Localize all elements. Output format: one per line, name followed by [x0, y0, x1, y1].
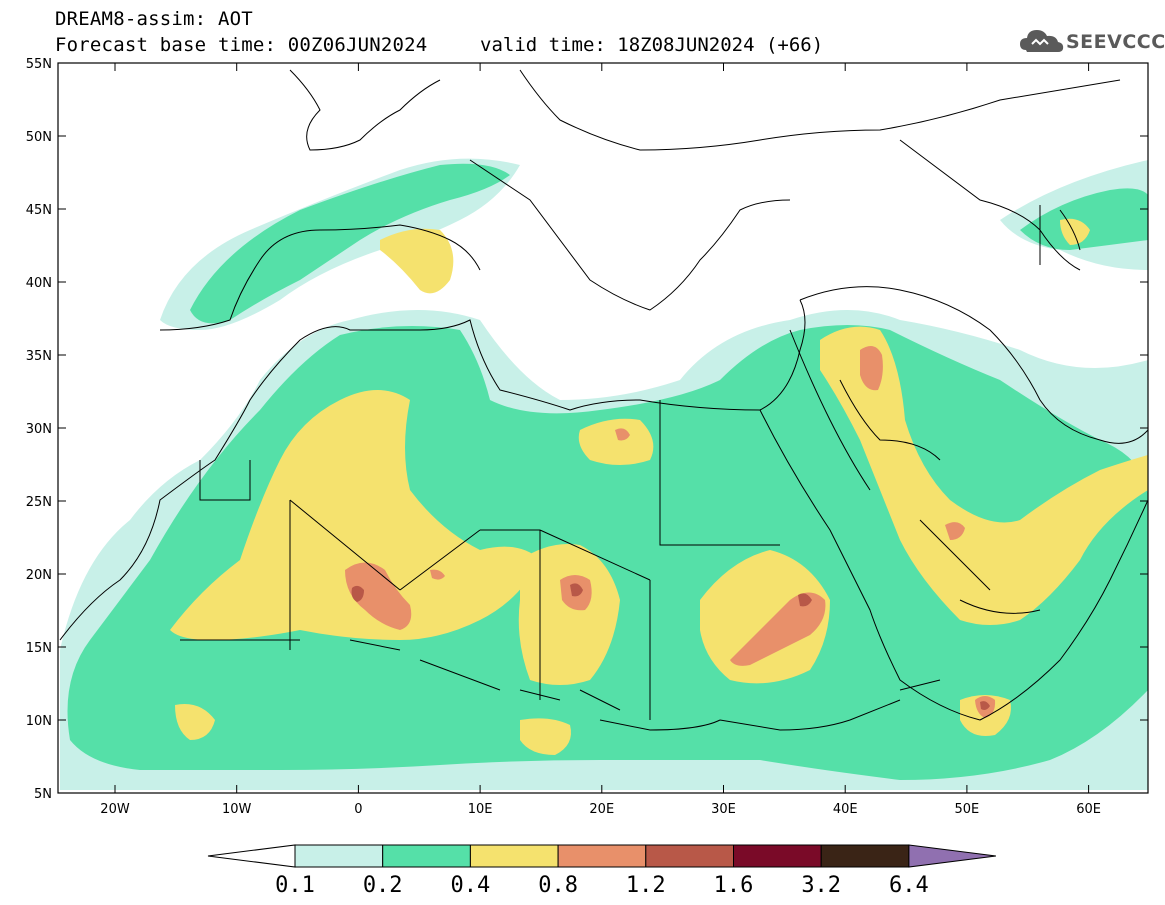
forecast-base-time: Forecast base time: 00Z06JUN2024	[55, 34, 428, 56]
aot-contour-1.2	[351, 585, 364, 602]
lat-tick-label: 10N	[26, 714, 52, 729]
lon-tick-label: 10E	[468, 802, 493, 817]
colorbar-label: 0.8	[538, 873, 578, 898]
colorbar-segment	[469, 844, 559, 868]
colorbar-label: 6.4	[889, 873, 929, 898]
lon-tick-label: 50E	[955, 802, 980, 817]
colorbar-label: 0.1	[275, 873, 315, 898]
colorbar-label: 1.6	[714, 873, 754, 898]
coastlines	[59, 69, 1148, 731]
lat-tick-label: 55N	[26, 57, 52, 72]
lon-tick-label: 0	[354, 802, 362, 817]
lon-tick-label: 10W	[222, 802, 252, 817]
latitude-axis: 55N 50N 45N 40N 35N 30N 25N 20N 15N 10N 5N	[26, 57, 1148, 802]
lat-tick-label: 5N	[34, 787, 52, 802]
colorbar-segment	[820, 844, 910, 868]
cloud-icon	[1020, 30, 1064, 52]
lat-tick-label: 20N	[26, 568, 52, 583]
aot-contour-0.4	[170, 390, 540, 640]
colorbar-segment	[733, 844, 822, 868]
lat-tick-label: 30N	[26, 422, 52, 437]
colorbar-max-arrow	[908, 844, 996, 868]
lon-tick-label: 20W	[100, 802, 130, 817]
lat-tick-label: 50N	[26, 130, 52, 145]
chart-title: DREAM8-assim: AOT	[55, 8, 253, 30]
colorbar: 0.1 0.2 0.4 0.8 1.2 1.6 3.2 6.4	[207, 844, 996, 898]
lon-tick-label: 60E	[1076, 802, 1101, 817]
colorbar-segment	[557, 844, 647, 868]
longitude-axis: 20W 10W 0 10E 20E 30E 40E 50E 60E	[100, 63, 1101, 817]
lat-tick-label: 25N	[26, 495, 52, 510]
logo-text: SEEVCCC	[1066, 31, 1165, 53]
colorbar-segment	[294, 844, 384, 868]
colorbar-segment	[645, 844, 734, 868]
colorbar-label: 1.2	[626, 873, 666, 898]
valid-time: valid time: 18Z08JUN2024 (+66)	[480, 34, 824, 56]
colorbar-label: 3.2	[801, 873, 841, 898]
colorbar-label: 0.2	[363, 873, 403, 898]
lat-tick-label: 15N	[26, 641, 52, 656]
aot-field	[58, 63, 1148, 793]
lon-tick-label: 20E	[589, 802, 614, 817]
lon-tick-label: 40E	[833, 802, 858, 817]
aot-contour-0.8	[345, 562, 412, 630]
colorbar-min-arrow	[207, 844, 296, 868]
lat-tick-label: 45N	[26, 203, 52, 218]
lon-tick-label: 30E	[711, 802, 736, 817]
colorbar-label: 0.4	[451, 873, 491, 898]
colorbar-segment	[382, 844, 471, 868]
lat-tick-label: 40N	[26, 276, 52, 291]
lat-tick-label: 35N	[26, 349, 52, 364]
